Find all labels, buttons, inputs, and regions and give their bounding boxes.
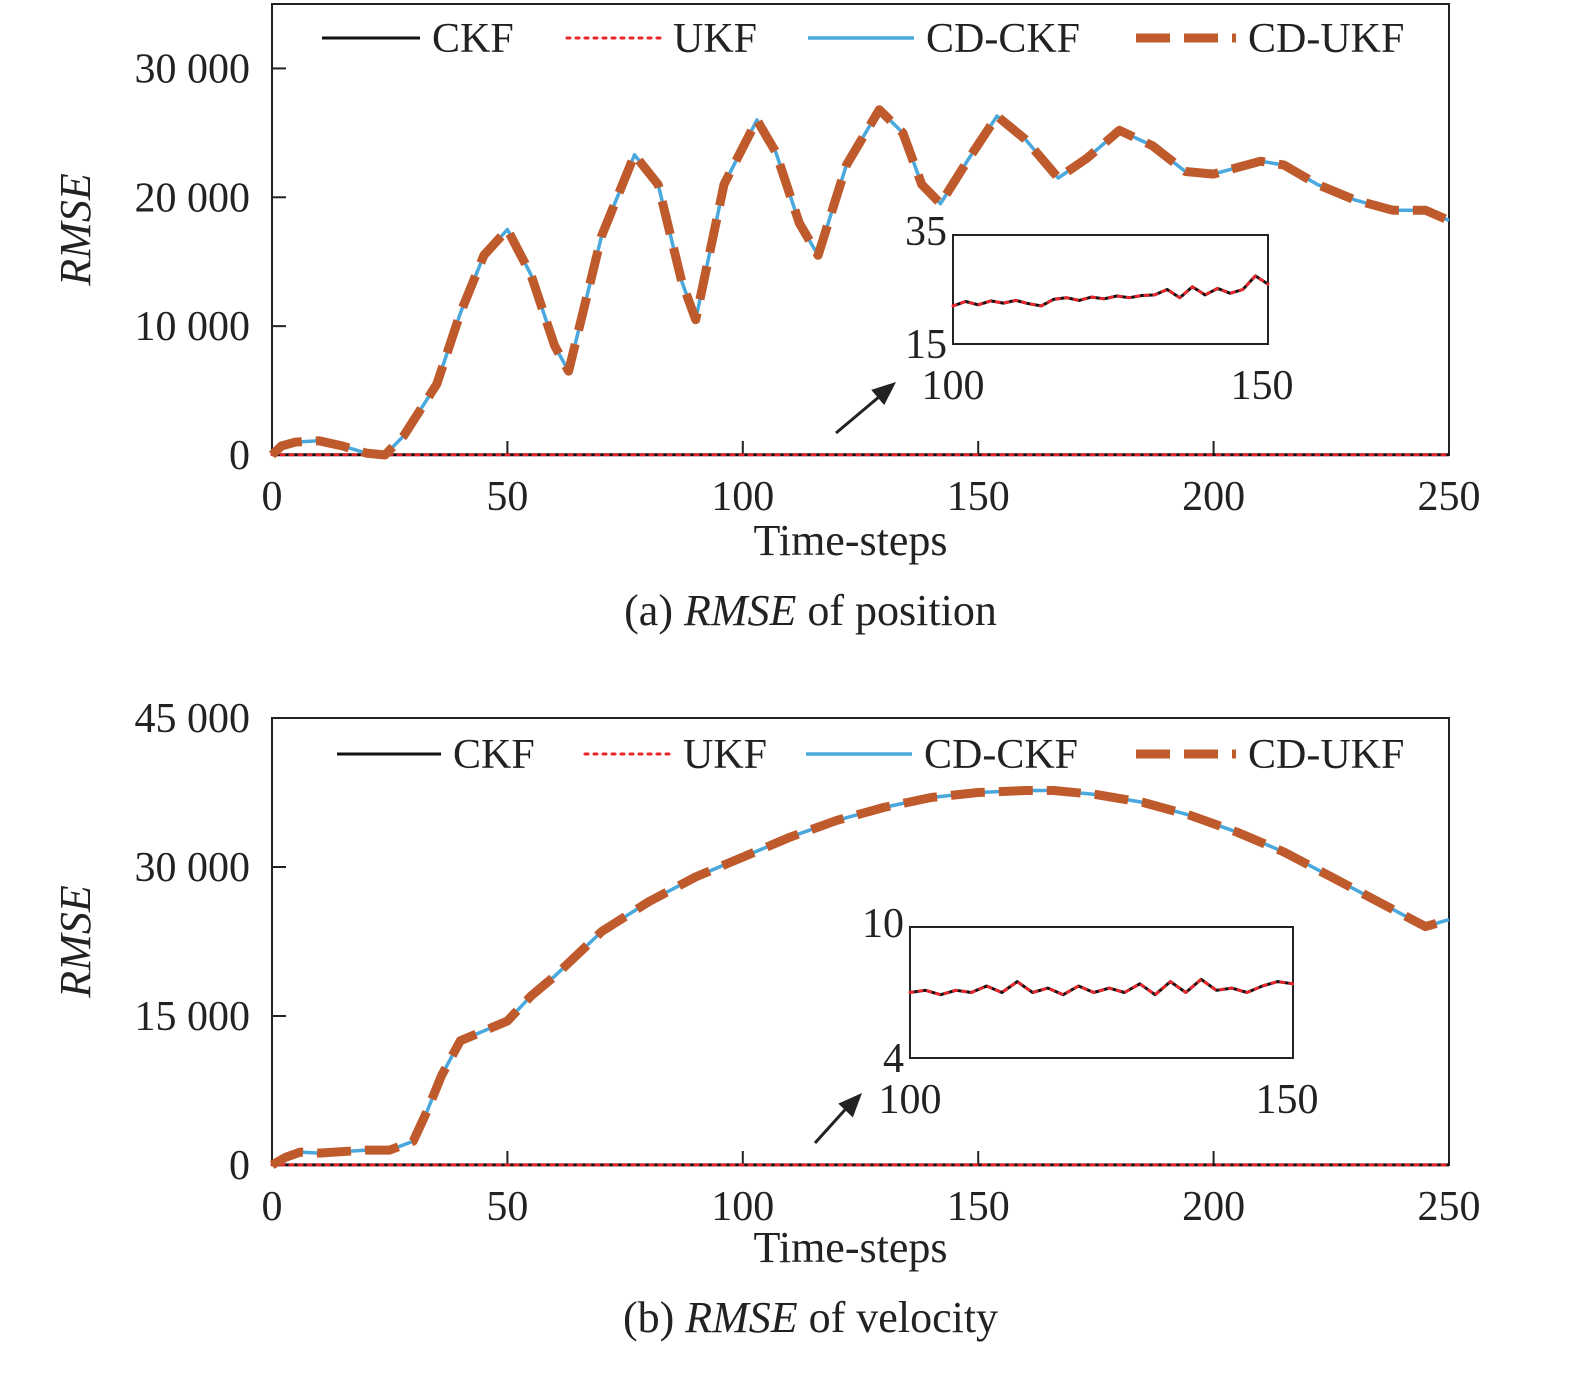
series-line-cd-ukf [268,105,1451,460]
inset-arrow-head [838,1093,862,1118]
legend-label-ukf: UKF [673,16,757,62]
y-axis-label: RMSE [51,885,100,999]
x-axis-label: Time-steps [754,1223,948,1272]
title-italic: RMSE [684,1293,798,1342]
inset-y-tick-label: 15 [905,322,947,368]
inset-arrow-head [871,382,896,406]
series-line-cd-ukf [269,786,1451,1169]
y-tick-label: 0 [229,433,250,479]
title-suffix: of velocity [798,1293,998,1342]
y-tick-label: 30 000 [135,845,251,891]
title-prefix: (a) [624,586,684,635]
y-tick-label: 20 000 [135,175,251,221]
series-group [269,786,1451,1169]
legend-label-cd-ukf: CD-UKF [1248,16,1404,62]
chart-title: (b) RMSE of velocity [623,1293,998,1342]
legend-label-ckf: CKF [432,16,514,62]
inset-x-tick-label: 150 [1256,1077,1319,1123]
x-tick-label: 150 [947,1184,1010,1230]
legend-label-cd-ckf: CD-CKF [924,732,1078,778]
legend-label-cd-ukf: CD-UKF [1248,732,1404,778]
x-axis-label: Time-steps [754,516,948,565]
y-tick-label: 10 000 [135,304,251,350]
inset-y-tick-label: 4 [883,1036,904,1082]
inset-x-tick-label: 150 [1231,363,1294,409]
x-tick-label: 100 [711,474,774,520]
x-tick-label: 0 [262,474,283,520]
chart-title: (a) RMSE of position [624,586,997,635]
series-group [268,105,1451,460]
inset-series-line-ukf [908,977,1295,997]
x-tick-label: 50 [486,1184,528,1230]
inset-arrow-shaft [835,389,887,435]
title-prefix: (b) [623,1293,685,1342]
inset-series-line-ukf [951,274,1270,308]
y-axis-label: RMSE [51,173,100,287]
x-tick-label: 100 [711,1184,774,1230]
legend-label-ckf: CKF [453,732,535,778]
x-tick-label: 0 [262,1184,283,1230]
legend-label-ukf: UKF [683,732,767,778]
x-tick-label: 250 [1418,1184,1481,1230]
inset-y-tick-label: 10 [862,901,904,947]
x-tick-label: 200 [1182,474,1245,520]
chart-position: 0 50 100 150 200 250 0 10 000 20 000 30 000 Time-s… [51,3,1481,635]
x-tick-label: 50 [486,474,528,520]
x-tick-label: 250 [1418,474,1481,520]
title-suffix: of position [796,586,996,635]
y-tick-label: 0 [229,1143,250,1189]
legend-label-cd-ckf: CD-CKF [926,16,1080,62]
inset-x-tick-label: 100 [879,1077,942,1123]
legend: CKF UKF CD-CKF CD-UKF [337,732,1404,778]
legend: CKF UKF CD-CKF CD-UKF [322,16,1404,62]
title-italic: RMSE [683,586,797,635]
x-tick-label: 200 [1182,1184,1245,1230]
inset-x-tick-label: 100 [922,363,985,409]
chart-velocity: 0 50 100 150 200 250 0 15 000 30 000 45 000 Time-s… [51,696,1481,1342]
y-tick-label: 45 000 [135,696,251,742]
y-tick-label: 30 000 [135,46,251,92]
x-tick-label: 150 [947,474,1010,520]
inset-y-tick-label: 35 [905,209,947,255]
y-tick-label: 15 000 [135,994,251,1040]
